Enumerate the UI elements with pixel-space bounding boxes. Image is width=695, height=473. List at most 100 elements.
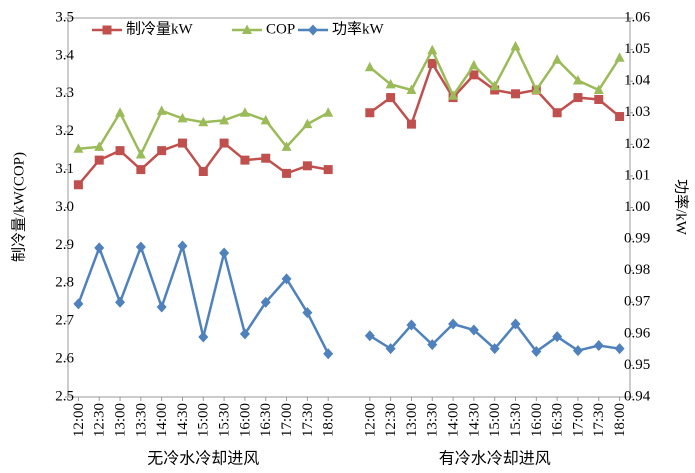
x-tick-label: 17:00 [279,403,295,437]
x-tick-label: 13:30 [133,403,149,437]
marker [156,301,167,313]
x-tick-label: 13:00 [404,403,420,437]
marker [385,343,396,355]
marker [302,307,313,319]
y2-tick-label: 0.97 [624,294,651,310]
marker [448,90,459,100]
marker [615,112,625,122]
marker [219,114,230,125]
marker [510,40,521,51]
marker [427,44,438,55]
marker [260,114,271,125]
marker [614,52,625,62]
marker [135,148,146,159]
y-tick-label: 2.8 [55,275,74,291]
x-tick-label: 18:00 [321,403,337,437]
y2-tick-label: 1.01 [624,167,650,183]
marker [177,112,188,123]
y2-tick-label: 1.02 [624,136,650,152]
y2-tick-label: 0.94 [624,388,651,404]
marker [302,118,313,129]
marker [323,165,333,175]
y-tick-label: 3.3 [55,85,74,101]
marker [94,141,105,151]
marker [239,107,250,117]
x-tick-label: 15:30 [217,403,233,437]
marker [572,345,583,357]
group-label: 无冷水冷却进风 [147,450,259,468]
legend-label: 制冷量kW [126,20,194,37]
marker [593,84,604,95]
x-tick-label: 17:00 [570,403,586,437]
marker [281,273,292,285]
marker [594,94,604,104]
group-label: 有冷水冷却进风 [439,450,551,468]
y2-tick-label: 1.00 [624,199,650,215]
y2-tick-label: 0.96 [624,325,651,341]
x-tick-label: 12:30 [383,403,399,437]
x-tick-label: 14:00 [446,403,462,437]
y-tick-label: 2.7 [55,313,74,329]
marker [102,25,112,35]
x-tick-label: 15:30 [508,403,524,437]
legend-label: COP [266,21,295,37]
marker [73,143,84,153]
marker [282,168,292,178]
marker [469,70,479,80]
x-tick-label: 14:00 [154,403,170,437]
marker [219,138,229,148]
marker [365,108,375,118]
y2-tick-label: 0.99 [624,231,650,247]
marker [511,89,521,99]
x-tick-label: 16:30 [550,403,566,437]
marker [427,339,438,351]
marker [386,93,396,103]
marker [406,84,417,95]
marker [552,331,563,343]
marker [239,328,250,340]
marker [323,107,334,117]
marker [364,330,375,342]
marker [302,161,312,171]
y-tick-label: 3.1 [55,161,74,177]
y2-tick-label: 1.06 [624,9,651,25]
marker [572,75,583,85]
marker [323,348,334,360]
marker [489,80,500,91]
x-tick-label: 14:30 [466,403,482,437]
x-tick-label: 17:30 [591,403,607,437]
y-tick-label: 3.2 [55,123,74,139]
x-tick-label: 16:30 [258,403,274,437]
y-tick-label: 3.5 [55,9,74,25]
y2-tick-label: 1.03 [624,104,650,120]
y2-axis-label: 功率/kW [673,179,690,236]
y2-tick-label: 0.98 [624,262,650,278]
y-tick-label: 3.0 [55,199,74,215]
marker [531,346,542,358]
marker [135,241,146,253]
marker [240,155,250,165]
marker [260,296,271,308]
y-tick-label: 3.4 [55,47,74,63]
x-tick-label: 12:00 [362,403,378,437]
marker [177,138,187,148]
x-tick-label: 12:30 [92,403,108,437]
x-tick-label: 13:30 [425,403,441,437]
marker [489,343,500,355]
marker [198,331,209,343]
marker [593,340,604,352]
marker [552,54,563,64]
marker [242,24,252,34]
marker [510,318,521,330]
marker [198,166,208,176]
marker [406,319,417,331]
marker [364,61,375,72]
x-tick-label: 14:30 [175,403,191,437]
marker [406,119,416,129]
marker [177,240,188,252]
marker [73,180,83,190]
x-tick-label: 18:00 [612,403,628,437]
